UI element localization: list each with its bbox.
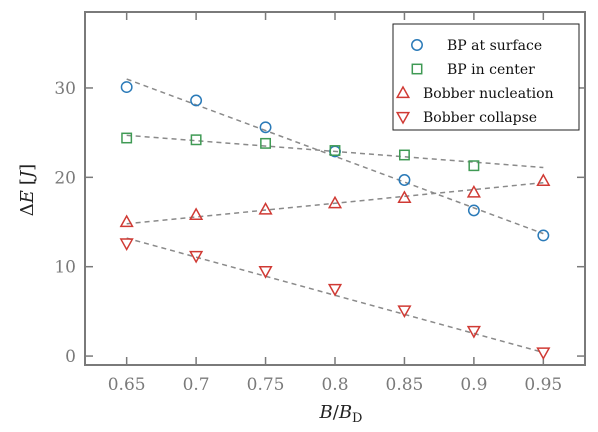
- data-point-circle: [120, 81, 133, 94]
- data-point-circle: [190, 94, 203, 107]
- x-tick-label: 0.95: [524, 375, 562, 395]
- y-tick-label: 20: [54, 168, 76, 188]
- legend-marker-triangle-up: [395, 85, 411, 99]
- x-tick-label: 0.75: [247, 375, 285, 395]
- fit-line-circle: [126, 78, 544, 235]
- fit-line-triangle-up: [126, 181, 544, 225]
- legend-marker-triangle-down: [395, 111, 411, 125]
- data-point-square: [121, 132, 133, 144]
- data-point-triangle-down: [258, 266, 273, 279]
- legend-label: BP at surface: [447, 38, 542, 54]
- data-point-square: [260, 137, 272, 149]
- data-point-square: [468, 160, 480, 172]
- x-tick-label: 0.9: [460, 375, 487, 395]
- fit-line-square: [126, 134, 544, 169]
- data-point-triangle-down: [536, 347, 551, 361]
- data-point-triangle-up: [327, 195, 343, 209]
- data-point-square: [329, 145, 341, 156]
- data-point-triangle-up: [536, 173, 551, 187]
- legend-marker-circle: [411, 39, 423, 51]
- x-axis-ticks: 0.65 0.7 0.75 0.8 0.85 0.9 0.95: [108, 12, 562, 395]
- data-point-circle: [398, 174, 411, 186]
- x-tick-label: 0.85: [386, 375, 424, 395]
- data-point-triangle-down: [119, 238, 134, 252]
- y-tick-label: 10: [54, 258, 76, 278]
- data-point-square: [398, 149, 410, 161]
- data-point-triangle-down: [189, 250, 204, 264]
- x-axis-label: B/BD: [319, 402, 363, 426]
- legend: BP at surface BP in center Bobber nucleati…: [392, 23, 580, 131]
- data-point-triangle-up: [397, 190, 412, 204]
- x-tick-label: 0.65: [108, 375, 146, 395]
- legend-label: Bobber collapse: [423, 110, 537, 126]
- data-point-triangle-down: [327, 283, 343, 297]
- data-markers: [119, 81, 551, 361]
- x-tick-label: 0.8: [321, 375, 348, 395]
- legend-frame: [392, 23, 580, 131]
- y-tick-label: 30: [54, 79, 76, 99]
- data-point-triangle-down: [397, 305, 412, 319]
- y-axis-ticks: 0 10 20 30: [54, 79, 585, 367]
- data-point-square: [190, 134, 202, 146]
- legend-label: Bobber nucleation: [423, 86, 554, 102]
- data-point-triangle-up: [119, 214, 134, 228]
- y-tick-label: 0: [65, 347, 76, 367]
- data-point-triangle-up: [466, 184, 481, 198]
- data-point-circle: [537, 229, 550, 242]
- data-point-triangle-down: [466, 325, 481, 339]
- legend-marker-square: [411, 63, 423, 75]
- x-tick-label: 0.7: [183, 375, 210, 395]
- y-axis-label: ΔE[J]: [17, 164, 38, 216]
- data-point-triangle-up: [258, 201, 273, 215]
- legend-label: BP in center: [447, 62, 535, 78]
- data-point-circle: [259, 121, 272, 134]
- data-point-triangle-up: [189, 207, 204, 221]
- data-point-circle: [467, 204, 480, 217]
